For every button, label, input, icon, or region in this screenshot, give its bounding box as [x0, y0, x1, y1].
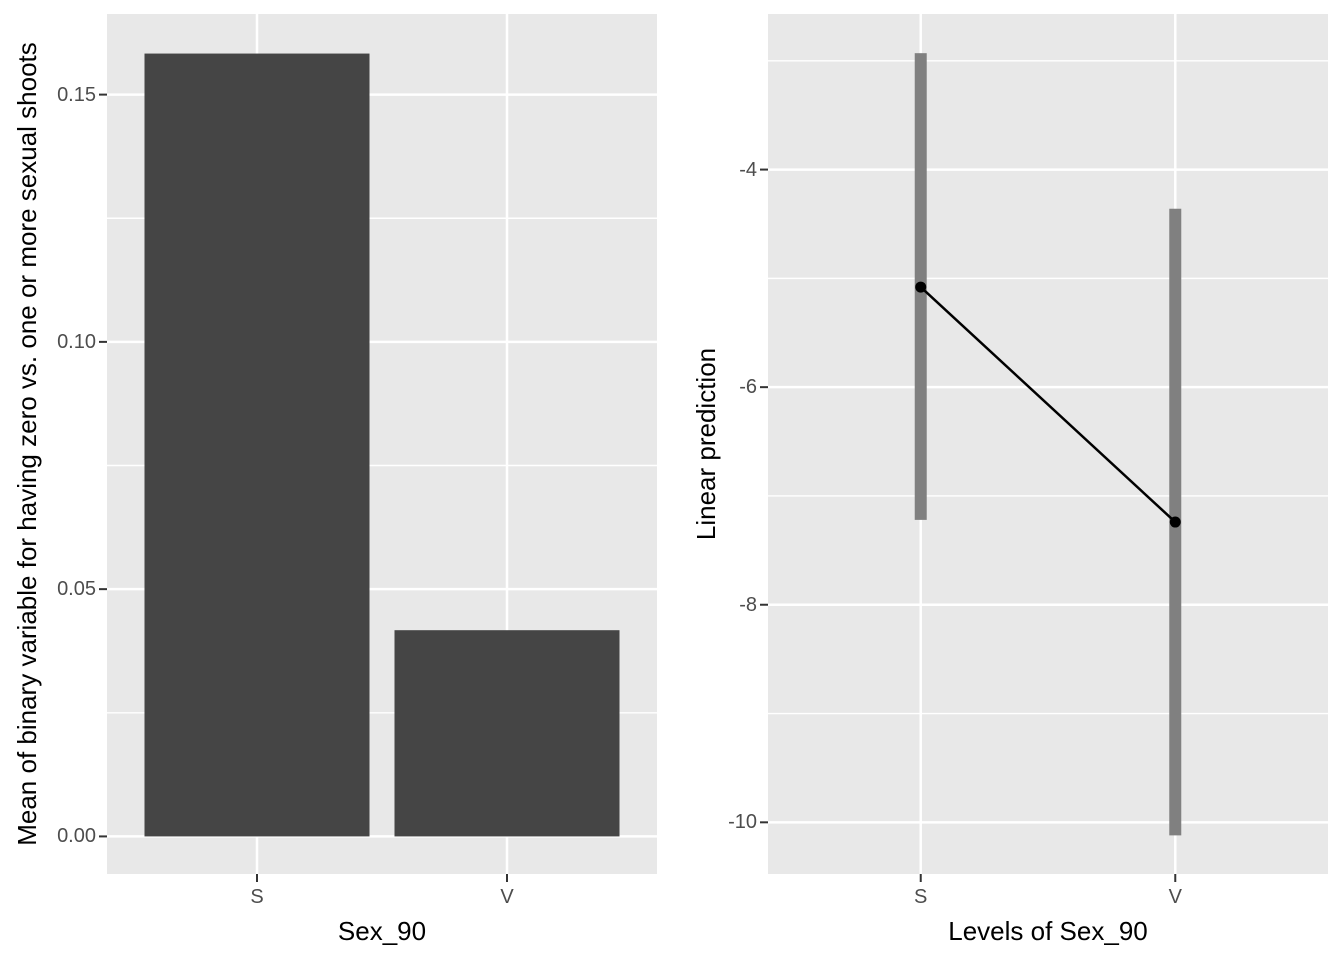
right-chart-panel [768, 14, 1328, 874]
right-chart-y-tick-label: -6 [739, 376, 757, 399]
left-chart-y-tick-label: 0.15 [57, 83, 96, 106]
right-chart-y-tick-label: -4 [739, 158, 757, 181]
left-chart-x-axis-title: Sex_90 [337, 916, 427, 946]
right-chart-y-tick-label: -8 [739, 593, 757, 616]
left-chart-y-tick-label: 0.00 [57, 825, 96, 848]
left-chart-y-axis-title: Mean of binary variable for having zero … [12, 42, 42, 846]
left-chart-y-tick-label: 0.10 [57, 330, 96, 353]
right-chart-x-tick-label-V: V [1168, 886, 1182, 908]
bar-V [394, 630, 620, 837]
point-S [915, 281, 927, 293]
left-chart-x-tick-label-S: S [250, 886, 264, 908]
right-chart-y-axis-title: Linear prediction [691, 347, 721, 541]
right-chart-x-axis-title: Levels of Sex_90 [948, 916, 1148, 946]
right-chart-x-tick-label-S: S [914, 886, 928, 908]
right-chart-y-tick-label: -10 [728, 811, 757, 834]
bar-S [144, 53, 370, 837]
prediction-line [919, 286, 1177, 523]
left-chart-y-tick-label: 0.05 [57, 578, 96, 601]
point-V [1169, 516, 1181, 528]
left-chart-x-tick-label-V: V [500, 886, 514, 908]
